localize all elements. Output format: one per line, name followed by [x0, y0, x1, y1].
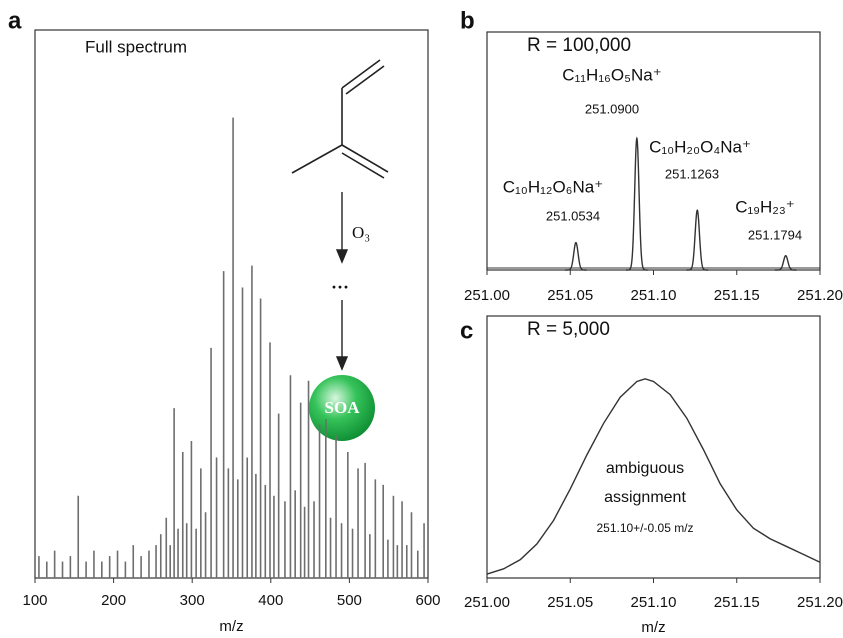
scheme-label: ···: [331, 277, 349, 297]
peak-mass: 251.0534: [546, 208, 600, 223]
x-tick-label: 251.05: [547, 594, 593, 611]
x-tick-label: 100: [22, 592, 47, 609]
assignment-note: assignment: [604, 489, 686, 506]
panel-letter: b: [460, 7, 475, 34]
x-tick-label: 200: [101, 592, 126, 609]
scheme-label: SOA: [325, 398, 361, 417]
panel-letter: c: [460, 317, 473, 344]
peak-mass: 251.1263: [665, 166, 719, 181]
peak-formula: C₁₀H₂₀O₄Na⁺: [649, 137, 751, 156]
peak-formula: C₁₁H₁₆O₅Na⁺: [562, 65, 661, 84]
resolution-label: R = 100,000: [527, 35, 631, 56]
x-axis-label: m/z: [219, 618, 243, 635]
x-tick-label: 251.00: [464, 287, 510, 304]
x-axis-label: m/z: [641, 619, 665, 636]
x-tick-label: 251.10: [631, 594, 677, 611]
reaction-arrows: [335, 192, 349, 371]
peak-mass: 251.1794: [748, 227, 802, 242]
x-tick-label: 500: [337, 592, 362, 609]
plot-frame: [34, 29, 429, 579]
scheme-label: O₃: [352, 223, 370, 242]
profile-line: [486, 378, 821, 575]
resolution-label: R = 5,000: [527, 319, 610, 340]
peak: [565, 241, 587, 271]
peak-formula: C₁₀H₁₂O₆Na⁺: [503, 177, 603, 196]
peak-formula: C₁₉H₂₃⁺: [735, 197, 795, 216]
x-tick-label: 251.15: [714, 287, 760, 304]
panel-letter: a: [8, 7, 22, 34]
x-tick-label: 251.10: [631, 287, 677, 304]
peak: [686, 209, 709, 271]
x-tick-label: 400: [258, 592, 283, 609]
x-tick-label: 251.05: [547, 287, 593, 304]
x-tick-label: 251.20: [797, 594, 843, 611]
x-tick-label: 251.15: [714, 594, 760, 611]
x-tick-label: 600: [415, 592, 440, 609]
assignment-note: ambiguous: [606, 460, 684, 477]
peak: [774, 254, 797, 271]
x-tick-label: 251.00: [464, 594, 510, 611]
x-tick-label: 300: [180, 592, 205, 609]
assignment-note: 251.10+/-0.05 m/z: [596, 521, 693, 535]
peak-mass: 251.0900: [585, 101, 639, 116]
molecule: [291, 59, 389, 179]
peak: [626, 136, 648, 271]
x-tick-label: 251.20: [797, 287, 843, 304]
chart-title: Full spectrum: [85, 37, 187, 56]
